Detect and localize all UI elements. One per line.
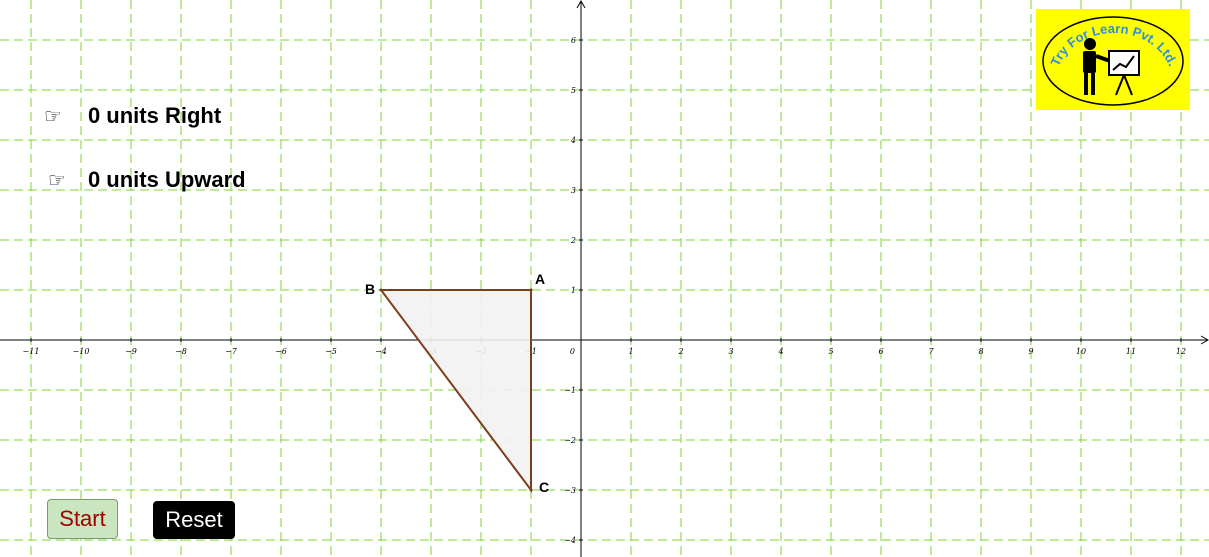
x-tick-label: 2 xyxy=(677,347,683,356)
x-tick-label: 11 xyxy=(1126,347,1136,356)
triangle-polygon xyxy=(379,289,532,493)
x-axis-arrow xyxy=(1200,335,1209,345)
origin-label: 0 xyxy=(570,347,575,356)
x-tick-label: 4 xyxy=(777,347,783,356)
vertex-label-c: C xyxy=(539,479,549,495)
y-tick-label: 1 xyxy=(571,286,576,295)
x-tick-label: 6 xyxy=(878,347,883,356)
tick-labels: −11−10−9−8−7−6−5−4−3−2−1123456789101112−… xyxy=(23,36,1187,545)
pointing-hand-icon: ☞ xyxy=(48,168,66,192)
x-tick-label: −9 xyxy=(125,347,137,356)
x-tick-label: 7 xyxy=(928,347,934,356)
triangle-abc[interactable]: A B C xyxy=(365,271,549,495)
x-tick-label: −7 xyxy=(225,347,238,356)
company-logo: Try For Learn Pvt. Ltd. xyxy=(1036,9,1190,110)
x-tick-label: −4 xyxy=(375,347,387,356)
vertex-b xyxy=(379,288,383,292)
instruction-right: ☞ 0 units Right xyxy=(44,103,221,129)
y-tick-label: −4 xyxy=(564,536,576,545)
y-tick-label: 3 xyxy=(571,186,576,195)
y-tick-label: 2 xyxy=(570,236,576,245)
x-tick-label: −6 xyxy=(275,347,287,356)
x-tick-label: 5 xyxy=(828,347,833,356)
x-tick-label: 9 xyxy=(1028,347,1033,356)
instruction-upward-text: 0 units Upward xyxy=(87,167,246,192)
instruction-upward: ☞ 0 units Upward xyxy=(48,167,246,193)
vertex-a xyxy=(529,288,533,292)
x-tick-label: 3 xyxy=(728,347,733,356)
y-tick-label: −1 xyxy=(564,386,576,395)
teacher-presenting-icon xyxy=(1083,38,1140,96)
start-button[interactable]: Start xyxy=(47,499,118,539)
pointing-hand-icon: ☞ xyxy=(44,104,62,128)
instruction-right-text: 0 units Right xyxy=(87,103,222,128)
x-tick-label: −5 xyxy=(325,347,337,356)
y-tick-label: 4 xyxy=(570,136,576,145)
x-tick-label: 8 xyxy=(978,347,983,356)
x-tick-label: 1 xyxy=(628,347,633,356)
reset-button[interactable]: Reset xyxy=(153,501,235,539)
vertex-label-a: A xyxy=(535,271,545,287)
y-tick-label: 6 xyxy=(571,36,576,45)
x-tick-label: −8 xyxy=(175,347,187,356)
x-tick-label: −11 xyxy=(23,347,40,356)
x-tick-label: 12 xyxy=(1176,347,1186,356)
x-tick-label: 10 xyxy=(1076,347,1086,356)
y-tick-label: −2 xyxy=(564,436,576,445)
x-tick-label: −10 xyxy=(73,347,90,356)
vertex-label-b: B xyxy=(365,281,375,297)
vertex-c xyxy=(529,488,533,492)
y-axis-arrow xyxy=(576,0,586,9)
y-tick-label: −3 xyxy=(564,486,576,495)
y-tick-label: 5 xyxy=(571,86,576,95)
